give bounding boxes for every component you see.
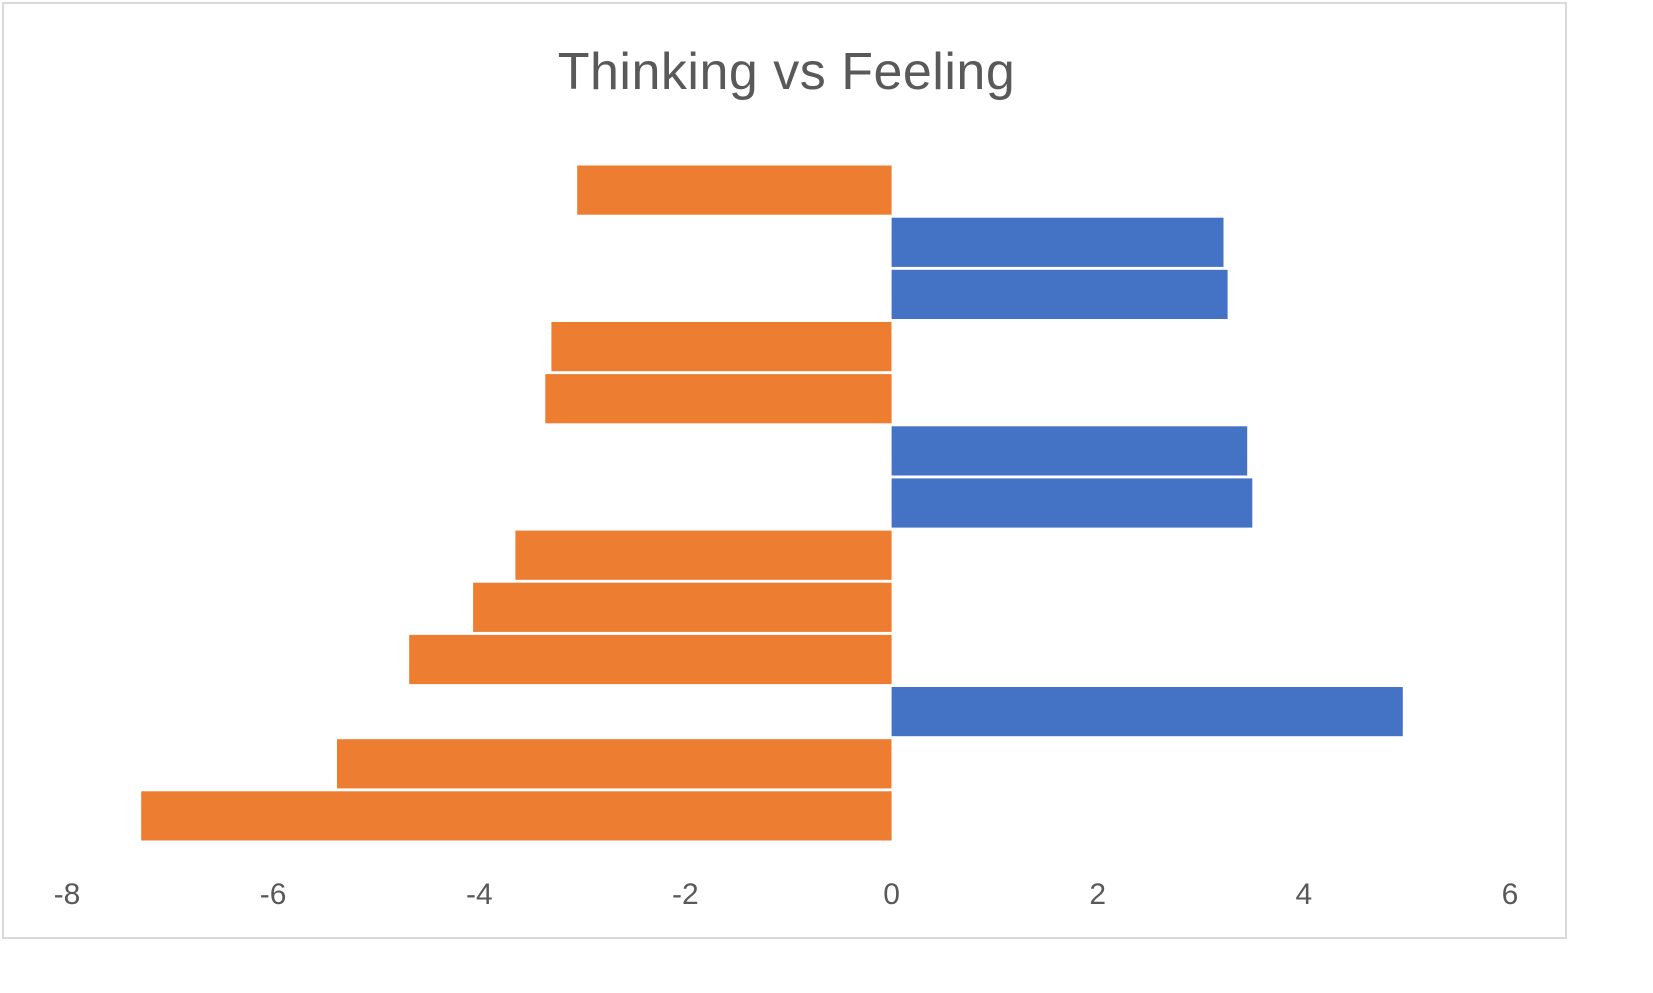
bar-1 <box>577 165 892 215</box>
chart-frame: Thinking vs Feeling -8 -6 -4 -2 0 2 4 6 <box>2 2 1567 939</box>
bar-7 <box>891 478 1253 528</box>
x-tick-label: -6 <box>260 878 287 911</box>
x-tick-label: -4 <box>466 878 493 911</box>
x-tick-label: -8 <box>54 878 81 911</box>
x-tick-label: 4 <box>1296 878 1313 911</box>
x-tick-label: 6 <box>1502 878 1519 911</box>
bar-3 <box>891 269 1228 319</box>
bar-chart-plot: -8 -6 -4 -2 0 2 4 6 <box>54 165 1519 911</box>
bar-9 <box>473 582 892 632</box>
bar-6 <box>891 426 1248 476</box>
bar-12 <box>337 739 892 789</box>
bar-2 <box>891 217 1224 267</box>
x-tick-label: 0 <box>883 878 900 911</box>
chart-title: Thinking vs Feeling <box>557 43 1016 101</box>
bar-10 <box>409 634 892 685</box>
x-tick-label: -2 <box>672 878 699 911</box>
bars-layer <box>141 165 1403 841</box>
bar-4 <box>551 322 892 372</box>
bar-8 <box>515 530 892 580</box>
x-axis-ticks: -8 -6 -4 -2 0 2 4 6 <box>54 878 1519 911</box>
bar-5 <box>545 374 892 424</box>
bar-11 <box>891 687 1403 737</box>
bar-13 <box>141 791 892 841</box>
x-tick-label: 2 <box>1089 878 1106 911</box>
